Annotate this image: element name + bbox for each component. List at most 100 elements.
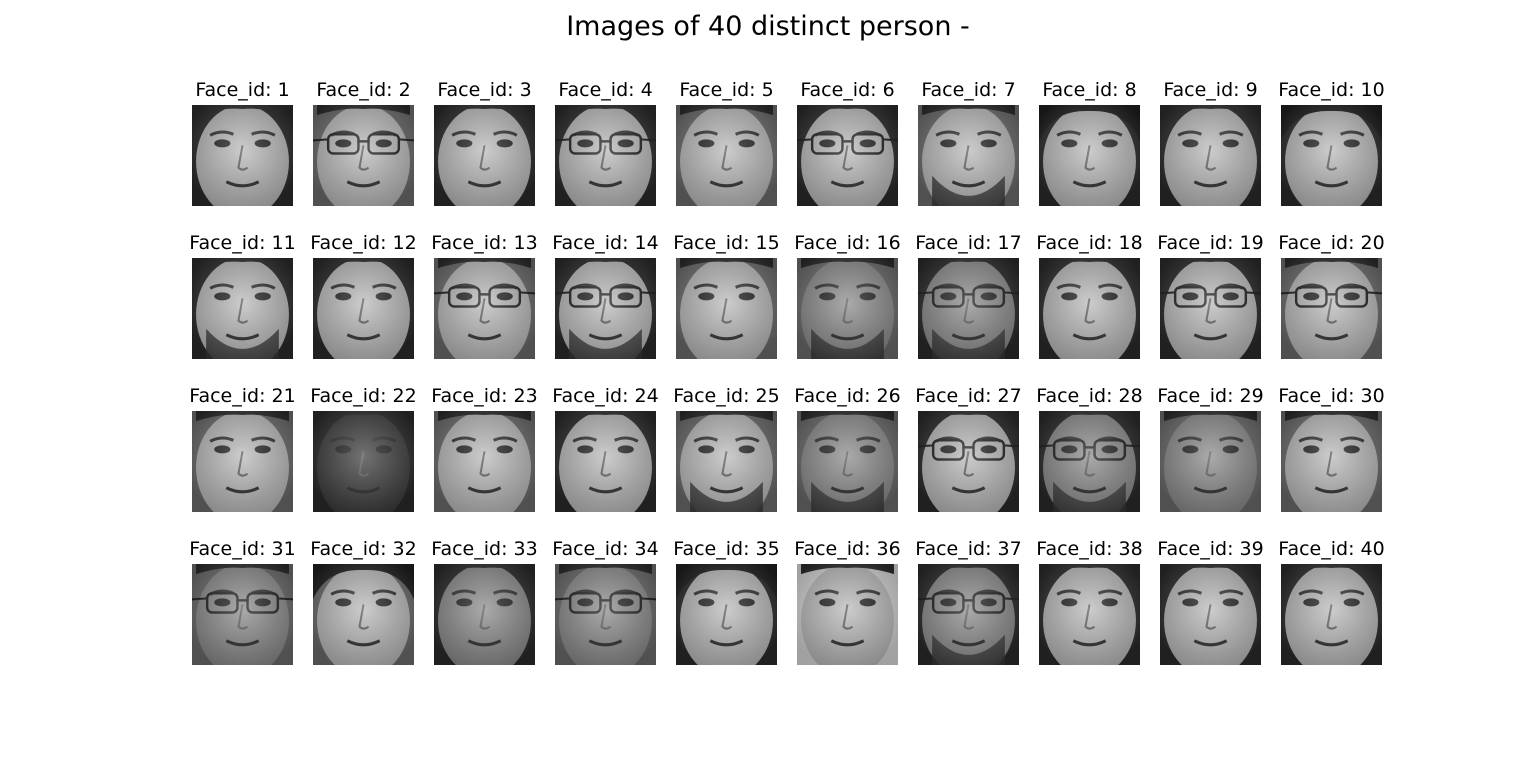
face-image-8 — [1039, 105, 1140, 206]
face-label: Face_id: 8 — [1042, 79, 1137, 101]
face-label: Face_id: 6 — [800, 79, 895, 101]
face-tile: Face_id: 12 — [303, 231, 424, 361]
face-image-19 — [1160, 258, 1261, 359]
face-tile: Face_id: 17 — [908, 231, 1029, 361]
face-image-16 — [797, 258, 898, 359]
face-image-11 — [192, 258, 293, 359]
face-tile: Face_id: 32 — [303, 537, 424, 667]
face-label: Face_id: 25 — [673, 385, 780, 407]
face-tile: Face_id: 9 — [1150, 78, 1271, 208]
face-image-14 — [555, 258, 656, 359]
face-image-15 — [676, 258, 777, 359]
face-image-28 — [1039, 411, 1140, 512]
face-tile: Face_id: 14 — [545, 231, 666, 361]
face-label: Face_id: 32 — [310, 538, 417, 560]
face-label: Face_id: 37 — [915, 538, 1022, 560]
face-label: Face_id: 15 — [673, 232, 780, 254]
face-image-39 — [1160, 564, 1261, 665]
face-tile: Face_id: 31 — [182, 537, 303, 667]
face-image-40 — [1281, 564, 1382, 665]
face-label: Face_id: 23 — [431, 385, 538, 407]
face-tile: Face_id: 35 — [666, 537, 787, 667]
face-image-24 — [555, 411, 656, 512]
face-image-18 — [1039, 258, 1140, 359]
face-label: Face_id: 19 — [1157, 232, 1264, 254]
face-label: Face_id: 5 — [679, 79, 774, 101]
face-label: Face_id: 2 — [316, 79, 411, 101]
face-tile: Face_id: 11 — [182, 231, 303, 361]
face-tile: Face_id: 21 — [182, 384, 303, 514]
face-image-10 — [1281, 105, 1382, 206]
face-label: Face_id: 28 — [1036, 385, 1143, 407]
face-tile: Face_id: 25 — [666, 384, 787, 514]
face-tile: Face_id: 34 — [545, 537, 666, 667]
face-label: Face_id: 7 — [921, 79, 1016, 101]
face-tile: Face_id: 19 — [1150, 231, 1271, 361]
face-image-36 — [797, 564, 898, 665]
face-label: Face_id: 30 — [1278, 385, 1385, 407]
face-image-22 — [313, 411, 414, 512]
figure-title: Images of 40 distinct person - — [566, 11, 970, 42]
face-label: Face_id: 17 — [915, 232, 1022, 254]
face-image-26 — [797, 411, 898, 512]
face-image-37 — [918, 564, 1019, 665]
face-image-5 — [676, 105, 777, 206]
face-label: Face_id: 40 — [1278, 538, 1385, 560]
face-label: Face_id: 22 — [310, 385, 417, 407]
face-image-9 — [1160, 105, 1261, 206]
face-image-38 — [1039, 564, 1140, 665]
face-image-7 — [918, 105, 1019, 206]
face-image-3 — [434, 105, 535, 206]
face-tile: Face_id: 18 — [1029, 231, 1150, 361]
face-tile: Face_id: 4 — [545, 78, 666, 208]
face-tile: Face_id: 13 — [424, 231, 545, 361]
face-tile: Face_id: 5 — [666, 78, 787, 208]
face-label: Face_id: 26 — [794, 385, 901, 407]
face-tile: Face_id: 38 — [1029, 537, 1150, 667]
face-label: Face_id: 11 — [189, 232, 296, 254]
face-image-13 — [434, 258, 535, 359]
face-label: Face_id: 24 — [552, 385, 659, 407]
face-image-32 — [313, 564, 414, 665]
face-image-29 — [1160, 411, 1261, 512]
face-label: Face_id: 38 — [1036, 538, 1143, 560]
face-image-6 — [797, 105, 898, 206]
face-image-34 — [555, 564, 656, 665]
face-image-1 — [192, 105, 293, 206]
face-tile: Face_id: 36 — [787, 537, 908, 667]
face-label: Face_id: 10 — [1278, 79, 1385, 101]
face-image-31 — [192, 564, 293, 665]
face-label: Face_id: 13 — [431, 232, 538, 254]
face-tile: Face_id: 29 — [1150, 384, 1271, 514]
face-tile: Face_id: 27 — [908, 384, 1029, 514]
face-label: Face_id: 36 — [794, 538, 901, 560]
face-label: Face_id: 21 — [189, 385, 296, 407]
face-label: Face_id: 31 — [189, 538, 296, 560]
face-image-17 — [918, 258, 1019, 359]
face-image-20 — [1281, 258, 1382, 359]
face-tile: Face_id: 2 — [303, 78, 424, 208]
face-tile: Face_id: 40 — [1271, 537, 1392, 667]
face-tile: Face_id: 30 — [1271, 384, 1392, 514]
face-image-12 — [313, 258, 414, 359]
face-image-21 — [192, 411, 293, 512]
face-tile: Face_id: 33 — [424, 537, 545, 667]
face-tile: Face_id: 8 — [1029, 78, 1150, 208]
face-tile: Face_id: 28 — [1029, 384, 1150, 514]
face-tile: Face_id: 37 — [908, 537, 1029, 667]
face-tile: Face_id: 7 — [908, 78, 1029, 208]
face-tile: Face_id: 22 — [303, 384, 424, 514]
face-label: Face_id: 1 — [195, 79, 290, 101]
face-tile: Face_id: 26 — [787, 384, 908, 514]
face-tile: Face_id: 39 — [1150, 537, 1271, 667]
face-tile: Face_id: 20 — [1271, 231, 1392, 361]
face-label: Face_id: 16 — [794, 232, 901, 254]
face-label: Face_id: 33 — [431, 538, 538, 560]
face-tile: Face_id: 15 — [666, 231, 787, 361]
face-tile: Face_id: 1 — [182, 78, 303, 208]
face-image-4 — [555, 105, 656, 206]
face-image-2 — [313, 105, 414, 206]
face-tile: Face_id: 16 — [787, 231, 908, 361]
face-tile: Face_id: 23 — [424, 384, 545, 514]
face-label: Face_id: 4 — [558, 79, 653, 101]
